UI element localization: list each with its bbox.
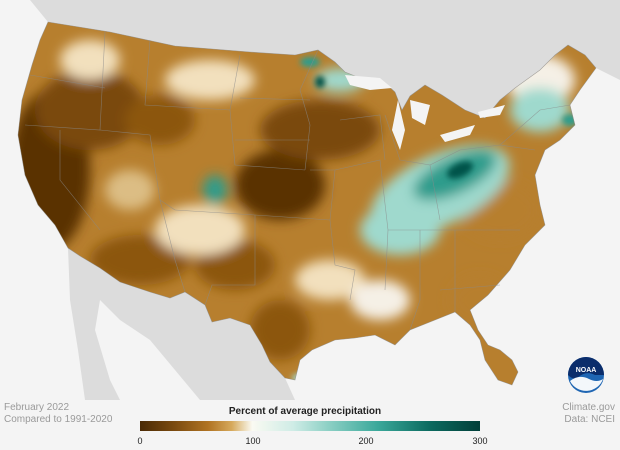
map-credits: Climate.gov Data: NCEI [562, 402, 615, 426]
svg-text:NOAA: NOAA [576, 367, 597, 374]
legend-tick-100: 100 [245, 436, 261, 446]
noaa-logo: NOAA [567, 356, 605, 394]
legend-tick-200: 200 [358, 436, 374, 446]
legend: Percent of average precipitation 0 100 2… [120, 404, 490, 450]
precipitation-map [17, 0, 620, 400]
data-source: Data: NCEI [564, 414, 615, 425]
mexico-land [68, 248, 295, 400]
source-site: Climate.gov [562, 402, 615, 413]
map-date: February 2022 [4, 402, 70, 413]
legend-color-bar [140, 421, 480, 431]
legend-tick-300: 300 [472, 436, 488, 446]
legend-title: Percent of average precipitation [228, 406, 382, 417]
legend-tick-0: 0 [137, 436, 143, 446]
great-lakes [345, 75, 505, 150]
canada-land [30, 0, 620, 118]
state-borders [17, 21, 597, 386]
map-baseline: Compared to 1991-2020 [4, 414, 113, 425]
map-caption: February 2022 Compared to 1991-2020 [4, 402, 112, 426]
